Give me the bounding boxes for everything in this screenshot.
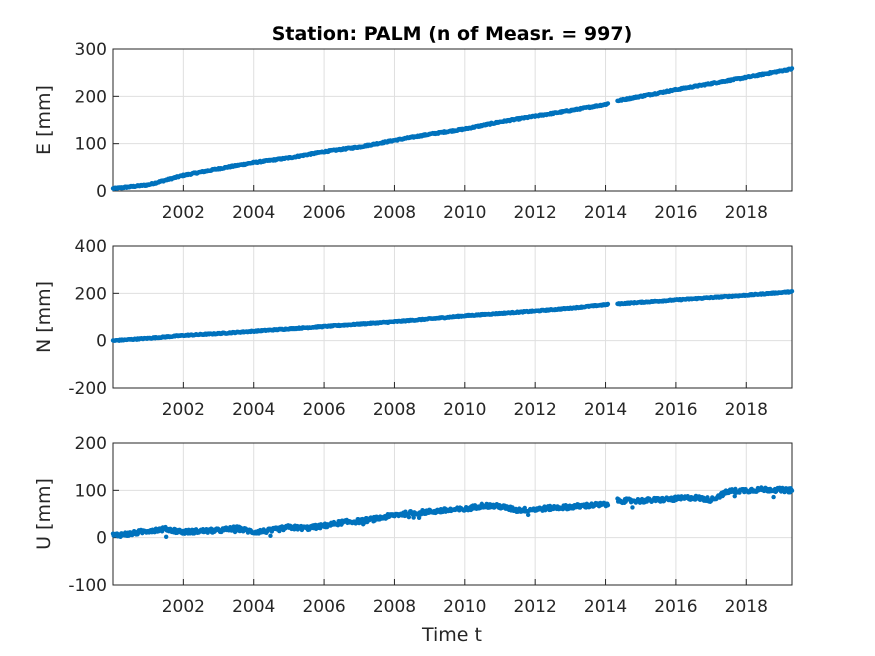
x-tick-label: 2006	[302, 203, 345, 223]
y-tick-label: 200	[75, 284, 107, 304]
data-points	[110, 66, 795, 192]
x-tick-label: 2010	[443, 203, 486, 223]
data-point	[789, 289, 795, 294]
axes-border	[112, 442, 793, 586]
x-tick-label: 2018	[725, 203, 768, 223]
x-tick-label: 2014	[584, 400, 627, 420]
x-tick-label: 2008	[373, 203, 416, 223]
data-point	[525, 512, 531, 518]
x-tick-label: 2018	[725, 597, 768, 617]
axes-border	[112, 245, 793, 389]
data-point	[416, 515, 422, 520]
x-tick-label: 2012	[514, 400, 557, 420]
data-point	[732, 493, 737, 499]
y-tick-label: 0	[96, 529, 107, 549]
x-tick-label: 2008	[373, 597, 416, 617]
x-tick-label: 2016	[654, 203, 697, 223]
data-point	[605, 101, 611, 106]
x-tick-label: 2006	[302, 597, 345, 617]
y-tick-label: 200	[75, 87, 107, 107]
y-tick-label: 0	[96, 182, 107, 202]
data-point	[771, 494, 776, 500]
x-tick-label: 2008	[373, 400, 416, 420]
y-tick-label: 0	[96, 332, 107, 352]
x-tick-label: 2016	[654, 400, 697, 420]
y-tick-label: 300	[75, 40, 107, 60]
x-tick-label: 2014	[584, 597, 627, 617]
x-tick-label: 2002	[162, 400, 205, 420]
y-axis-label: U [mm]	[33, 478, 55, 550]
data-point	[335, 523, 341, 528]
y-tick-label: 100	[75, 135, 107, 155]
y-tick-label: -100	[68, 576, 107, 596]
data-points	[110, 485, 795, 539]
data-point	[268, 533, 273, 539]
y-axis-label: N [mm]	[33, 281, 55, 353]
data-point	[630, 505, 635, 510]
panel-0: 2002 2004 2006 2008 2010 2012 2014 2016 2018 0 100…	[33, 40, 795, 223]
data-point	[789, 66, 795, 71]
x-tick-label: 2002	[162, 203, 205, 223]
axes-frame	[112, 442, 793, 586]
data-point	[605, 502, 611, 508]
x-tick-label: 2012	[514, 203, 557, 223]
y-tick-label: 200	[75, 434, 107, 454]
x-tick-label: 2012	[514, 597, 557, 617]
chart-title: Station: PALM (n of Measr. = 997)	[272, 23, 633, 45]
data-point	[411, 515, 416, 520]
data-point	[789, 488, 795, 493]
panel-2: 2002 2004 2006 2008 2010 2012 2014 2016 2018 -100…	[33, 434, 795, 617]
panel-1: 2002 2004 2006 2008 2010 2012 2014 2016 2018 -200…	[33, 237, 795, 420]
x-tick-label: 2014	[584, 203, 627, 223]
y-axis-label: E [mm]	[33, 85, 55, 155]
x-tick-label: 2018	[725, 400, 768, 420]
x-tick-label: 2004	[232, 597, 275, 617]
x-axis-label: Time t	[421, 624, 482, 646]
axes-border	[112, 48, 793, 192]
x-tick-label: 2004	[232, 400, 275, 420]
x-tick-label: 2002	[162, 597, 205, 617]
data-point	[605, 301, 611, 307]
x-tick-label: 2010	[443, 400, 486, 420]
y-tick-label: 400	[75, 237, 107, 257]
x-tick-label: 2016	[654, 597, 697, 617]
data-point	[406, 514, 412, 520]
y-tick-label: 100	[75, 481, 107, 501]
data-point	[163, 534, 169, 539]
y-tick-label: -200	[68, 379, 107, 399]
x-tick-label: 2010	[443, 597, 486, 617]
x-tick-label: 2006	[302, 400, 345, 420]
data-points	[110, 289, 795, 343]
x-tick-label: 2004	[232, 203, 275, 223]
